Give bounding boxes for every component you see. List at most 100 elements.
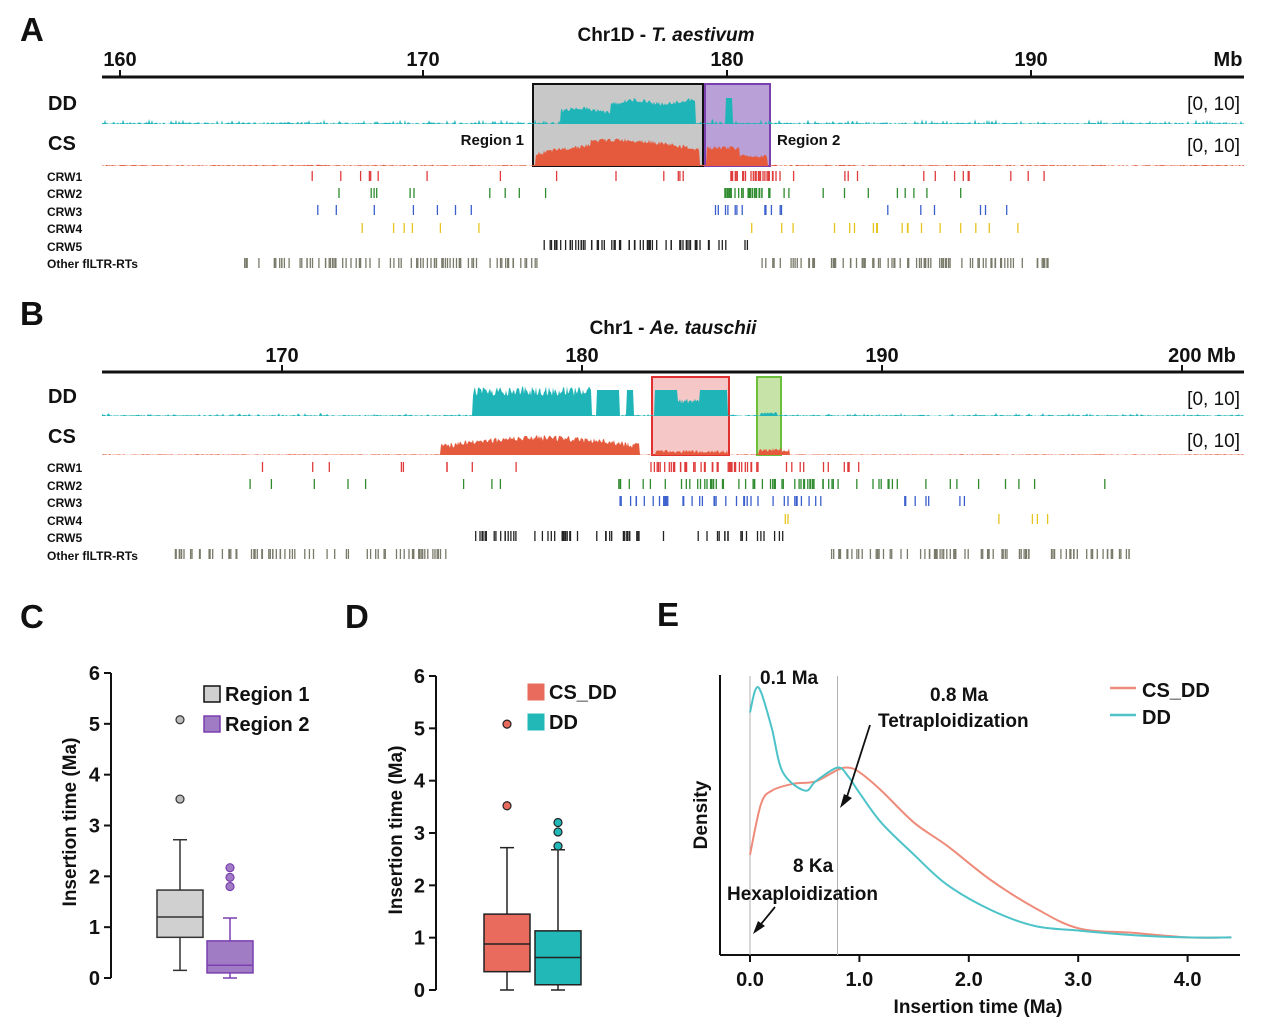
panel-e: E Density Insertion time (Ma) 0.0 1.0 2.0 3… (657, 596, 1240, 1018)
outlier-point (175, 794, 185, 804)
outlier-point (553, 841, 563, 851)
y-tick-label: 1 (89, 917, 100, 939)
panel-a-dd-coverage (102, 98, 1244, 124)
panel-b-crw1-label: CRW1 (47, 461, 82, 475)
hexaploidization-arrow (753, 906, 776, 934)
panel-b-label: B (20, 295, 44, 332)
y-tick-label: 3 (414, 823, 425, 845)
panel-d-boxes (483, 719, 582, 991)
y-tick-label: 2 (89, 866, 100, 888)
legend-e-cs-dd-label: CS_DD (1142, 680, 1210, 702)
panel-e-label: E (657, 596, 679, 633)
panel-a-crw5-label: CRW5 (47, 240, 82, 254)
panel-b-crw3-label: CRW3 (47, 496, 82, 510)
x-tick-label: 2.0 (955, 969, 983, 991)
annotation-tetraploidization: Tetraploidization (878, 711, 1029, 732)
outlier-point (225, 872, 235, 882)
y-tick-label: 6 (89, 663, 100, 685)
panel-a-tick: 170 (406, 49, 439, 71)
panel-a-dd-range: [0, 10] (1187, 94, 1240, 115)
y-tick-label: 5 (89, 714, 100, 736)
panel-b-cs-range: [0, 10] (1187, 431, 1240, 452)
legend-cs-dd-label: CS_DD (549, 682, 617, 704)
panel-c-y-axis: 0 1 2 3 4 5 6 (89, 663, 112, 990)
legend-region-1-swatch (203, 685, 221, 703)
panel-b-track-cs-label: CS (48, 426, 76, 448)
panel-b-crw2-label: CRW2 (47, 479, 82, 493)
tetraploidization-arrow (840, 724, 871, 808)
legend-region-2-label: Region 2 (225, 714, 309, 736)
panel-a-track-dd-label: DD (48, 93, 77, 115)
panel-b-element-ticks (174, 462, 1130, 559)
panel-b-tick: 200 Mb (1168, 345, 1236, 367)
panel-a-track-cs-label: CS (48, 133, 76, 155)
x-tick-label: 4.0 (1174, 969, 1202, 991)
panel-e-plot: 0.0 1.0 2.0 3.0 4.0 (719, 675, 1240, 991)
panel-a-cs-range: [0, 10] (1187, 136, 1240, 157)
panel-c-boxes (156, 715, 254, 979)
legend-e-dd-label: DD (1142, 707, 1171, 729)
y-tick-label: 2 (414, 875, 425, 897)
legend-region-1-label: Region 1 (225, 684, 309, 706)
panel-a-crw1-label: CRW1 (47, 170, 82, 184)
panel-a-tick: 190 (1014, 49, 1047, 71)
panel-b: B Chr1 - Ae. tauschii 170 180 190 200 Mb… (20, 295, 1244, 563)
y-tick-label: 5 (414, 718, 425, 740)
panel-b-tick: 170 (265, 345, 298, 367)
density-line-cs-dd (749, 766, 1232, 939)
panel-a-title: Chr1D - T. aestivum (577, 25, 754, 46)
annotation-0-1-ma: 0.1 Ma (760, 668, 819, 689)
region-1-label: Region 1 (461, 132, 524, 149)
legend-dd-label: DD (549, 712, 578, 734)
annotation-0-8-ma: 0.8 Ma (930, 685, 989, 706)
panel-a-cs-coverage (102, 138, 1244, 166)
panel-e-ylabel: Density (691, 780, 712, 849)
y-tick-label: 0 (89, 968, 100, 990)
panel-a-unit: Mb (1214, 49, 1243, 71)
y-tick-label: 0 (414, 980, 425, 1002)
density-line-dd (749, 686, 1232, 939)
panel-a-crw2-label: CRW2 (47, 187, 82, 201)
annotation-8-ka: 8 Ka (793, 856, 834, 877)
y-tick-label: 4 (414, 771, 426, 793)
panel-d-ylabel: Insertion time (Ma) (386, 746, 407, 915)
annotation-hexaploidization: Hexaploidization (727, 884, 878, 905)
outlier-point (553, 827, 563, 837)
outlier-point (225, 881, 235, 892)
panel-e-xlabel: Insertion time (Ma) (894, 997, 1063, 1018)
x-tick-label: 0.0 (736, 969, 764, 991)
y-tick-label: 3 (89, 816, 100, 838)
y-tick-label: 4 (89, 765, 101, 787)
panel-d: D Insertion time (Ma) 0 1 2 3 4 5 6 CS_DD DD (345, 598, 617, 1002)
panel-b-crw4-label: CRW4 (47, 514, 82, 528)
panel-b-track-dd-label: DD (48, 386, 77, 408)
outlier-point (175, 715, 185, 725)
outlier-point (225, 863, 235, 873)
panel-a-crw3-label: CRW3 (47, 205, 82, 219)
panel-d-label: D (345, 598, 369, 635)
outlier-point (502, 801, 512, 811)
legend-dd-swatch (527, 713, 545, 731)
y-tick-label: 1 (414, 928, 425, 950)
x-tick-label: 1.0 (845, 969, 873, 991)
panel-a-crw4-label: CRW4 (47, 222, 82, 236)
outlier-point (502, 719, 512, 729)
panel-b-title: Chr1 - Ae. tauschii (590, 318, 758, 339)
panel-b-tick: 190 (865, 345, 898, 367)
panel-a: A Chr1D - T. aestivum 160 170 180 190 Mb… (20, 11, 1244, 271)
outlier-point (553, 817, 563, 828)
panel-c-label: C (20, 598, 44, 635)
panel-a-tick: 180 (710, 49, 743, 71)
legend-region-2-swatch (203, 715, 221, 733)
region-2-label: Region 2 (777, 132, 840, 149)
panel-b-tick: 180 (565, 345, 598, 367)
box (156, 889, 204, 939)
panel-a-element-ticks (244, 171, 1049, 268)
panel-b-dd-coverage (102, 386, 1244, 416)
panel-d-y-axis: 0 1 2 3 4 5 6 (414, 666, 437, 1002)
box (483, 913, 531, 973)
panel-b-other-label: Other flLTR-RTs (47, 549, 138, 563)
legend-cs-dd-swatch (527, 683, 545, 701)
panel-c-ylabel: Insertion time (Ma) (60, 738, 81, 907)
